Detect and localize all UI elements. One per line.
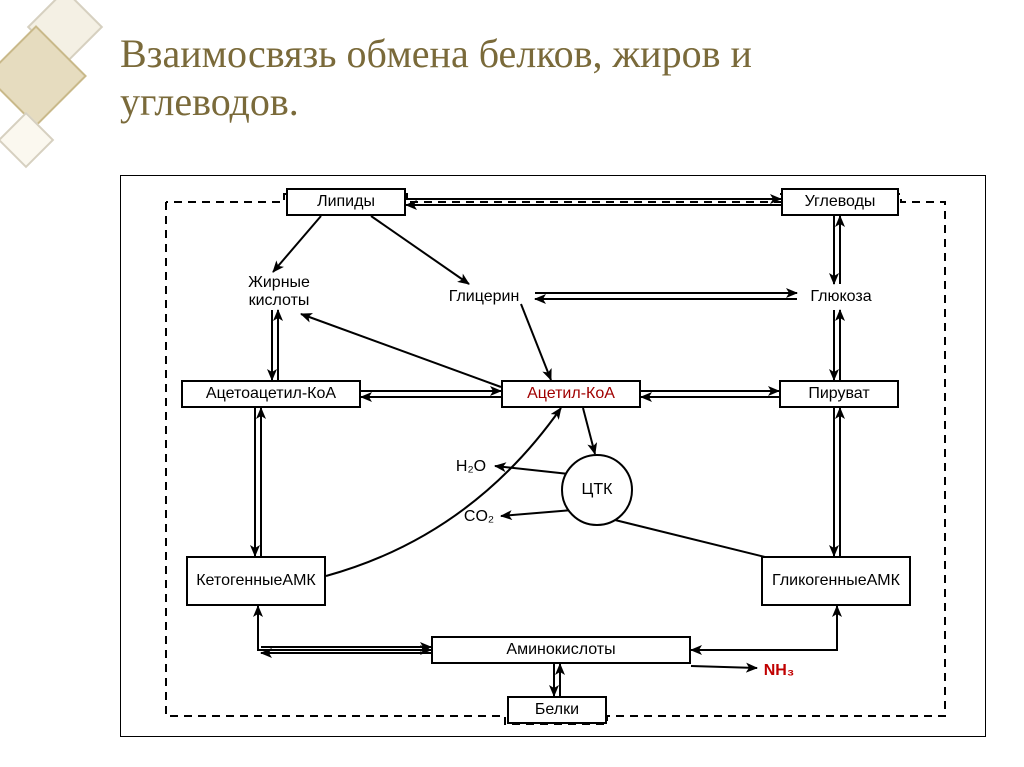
node-proteins: Белки	[507, 696, 607, 724]
node-amino: Аминокислоты	[431, 636, 691, 664]
label-glycerol: Глицерин	[439, 288, 529, 306]
node-lipids: Липиды	[286, 188, 406, 216]
node-pyruvate: Пируват	[779, 380, 899, 408]
label-fatty_acids: Жирныекислоты	[234, 274, 324, 309]
node-keto_amk: КетогенныеАМК	[186, 556, 326, 606]
slide-title: Взаимосвязь обмена белков, жиров и углев…	[120, 30, 940, 126]
metabolism-diagram: Липиды Углеводы Ацетоацетил-КоА Ацетил-КоА П…	[120, 175, 986, 737]
node-acetoacetyl: Ацетоацетил-КоА	[181, 380, 361, 408]
label-nh: NH₃	[759, 662, 799, 680]
label-glucose: Глюкоза	[801, 288, 881, 306]
label-h2o: H₂O	[451, 458, 491, 476]
node-carbs: Углеводы	[781, 188, 899, 216]
node-glyco_amk: ГликогенныеАМК	[761, 556, 911, 606]
corner-decoration	[0, 0, 110, 220]
node-acetyl: Ацетил-КоА	[501, 380, 641, 408]
label-co2: CO₂	[459, 508, 499, 526]
node-tca: ЦТК	[561, 454, 633, 526]
